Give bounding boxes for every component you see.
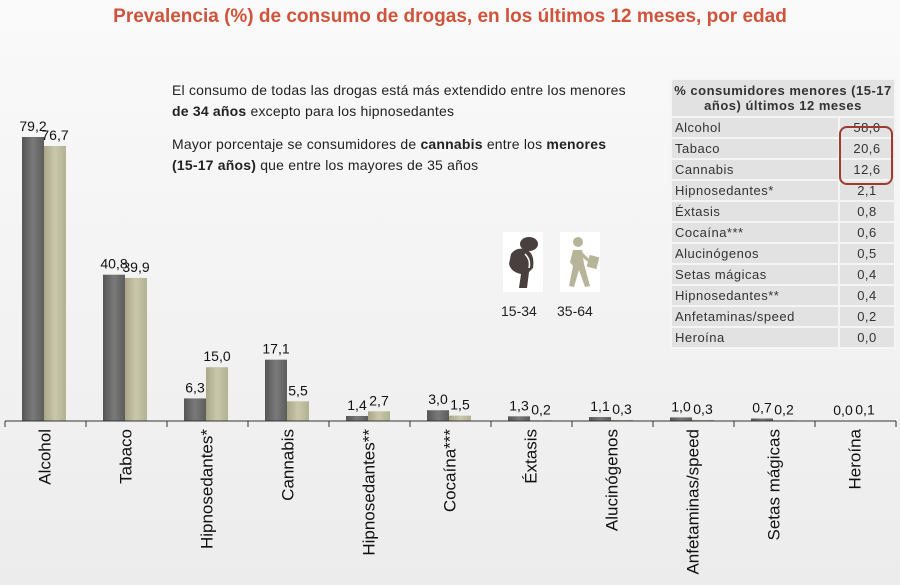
bar-35-64: [449, 415, 471, 421]
data-label: 0,7: [752, 399, 772, 415]
data-label: 0,2: [774, 401, 794, 417]
bar-35-64: [692, 419, 714, 421]
bar-15-34: [22, 137, 44, 421]
data-label: 1,3: [509, 397, 529, 413]
table-row: Setas mágicas 0,4: [670, 263, 896, 286]
category-label: Alucinógenos: [603, 429, 622, 531]
category-label: Hipnosedantes*: [198, 429, 217, 549]
data-label: 1,4: [347, 397, 367, 413]
note-text: Mayor porcentaje se consumidores de: [172, 136, 421, 152]
data-label: 40,8: [100, 256, 127, 272]
table-header: % consumidores menores (15-17 años) últi…: [670, 78, 896, 118]
bar-15-34: [427, 410, 449, 421]
table-label: Éxtasis: [670, 200, 840, 223]
note-text: El consumo de todas las drogas está más …: [172, 82, 626, 98]
table-label: Setas mágicas: [670, 263, 840, 286]
highlight-box: [839, 126, 893, 185]
table-label: Anfetaminas/speed: [670, 305, 840, 328]
table-label: Cannabis: [670, 158, 840, 181]
data-label: 1,5: [450, 397, 470, 413]
data-label: 79,2: [19, 118, 46, 134]
bar-15-34: [751, 418, 773, 421]
category-label: Heroína: [846, 428, 865, 489]
note-2: Mayor porcentaje se consumidores de cann…: [172, 134, 632, 176]
table-row: Anfetaminas/speed 0,2: [670, 305, 896, 328]
category-label: Setas mágicas: [765, 429, 784, 541]
table-row: Hipnosedantes** 0,4: [670, 284, 896, 307]
data-label: 5,5: [288, 382, 308, 398]
table-label: Cocaína***: [670, 221, 840, 244]
note-bold: cannabis: [420, 136, 483, 152]
chart-title: Prevalencia (%) de consumo de drogas, en…: [113, 6, 787, 27]
note-text: excepto para los hipnosedantes: [246, 103, 455, 119]
table-label: Heroína: [670, 326, 840, 349]
bar-35-64: [206, 367, 228, 421]
category-label: Cocaína***: [441, 429, 460, 513]
bar-35-64: [287, 401, 309, 421]
category-label: Éxtasis: [522, 429, 541, 484]
data-label: 1,1: [590, 398, 610, 414]
note-text: que entre los mayores de 35 años: [256, 157, 479, 173]
legend-label-35-64: 35-64: [557, 303, 593, 319]
data-label: 6,3: [185, 379, 205, 395]
data-label: 15,0: [203, 348, 230, 364]
note-bold: de 34 años: [172, 103, 247, 119]
bar-15-34: [103, 274, 125, 421]
category-label: Cannabis: [279, 429, 298, 501]
table-label: Tabaco: [670, 137, 840, 160]
category-label: Tabaco: [117, 429, 136, 484]
table-label: Hipnosedantes*: [670, 179, 840, 202]
table-row: Heroína 0,0: [670, 326, 896, 349]
table-value: 0,4: [838, 263, 896, 286]
note-text: entre los: [482, 136, 547, 152]
data-label: 0,3: [612, 401, 632, 417]
data-label: 2,7: [369, 392, 389, 408]
minors-table: % consumidores menores (15-17 años) últi…: [670, 78, 896, 349]
table-label: Alcohol: [670, 116, 840, 139]
table-row: Alucinógenos 0,5: [670, 242, 896, 265]
bar-15-34: [508, 416, 530, 421]
data-label: 76,7: [41, 127, 68, 143]
table-value: 0,2: [838, 305, 896, 328]
table-value: 0,4: [838, 284, 896, 307]
bar-15-34: [346, 415, 368, 421]
table-row: Hipnosedantes* 2,1: [670, 179, 896, 202]
table-value: 0,0: [838, 326, 896, 349]
data-label: 1,0: [671, 398, 691, 414]
data-label: 0,0: [833, 402, 853, 418]
table-row: Cocaína*** 0,6: [670, 221, 896, 244]
table-label: Alucinógenos: [670, 242, 840, 265]
note-bold: menores (15-17 años): [172, 136, 607, 173]
table-value: 20,6: [838, 137, 896, 160]
legend-label-15-34: 15-34: [501, 303, 537, 319]
data-label: 17,1: [262, 341, 289, 357]
table-row: Tabaco 20,6: [670, 137, 896, 160]
data-label: 0,2: [531, 401, 551, 417]
category-label: Anfetaminas/speed: [684, 429, 703, 575]
bar-35-64: [368, 411, 390, 421]
bar-15-34: [265, 359, 287, 421]
bar-15-34: [184, 398, 206, 421]
bar-15-34: [589, 417, 611, 421]
data-label: 0,1: [855, 402, 875, 418]
bar-15-34: [670, 417, 692, 421]
table-value: 0,6: [838, 221, 896, 244]
table-value: 0,5: [838, 242, 896, 265]
backpack-person-icon: [503, 232, 543, 292]
note-1: El consumo de todas las drogas está más …: [172, 80, 632, 122]
table-row: Éxtasis 0,8: [670, 200, 896, 223]
bar-35-64: [611, 419, 633, 421]
table-value: 0,8: [838, 200, 896, 223]
walking-person-briefcase-icon: [560, 232, 600, 292]
category-label: Hipnosedantes**: [360, 429, 379, 556]
data-label: 39,9: [122, 259, 149, 275]
data-label: 3,0: [428, 391, 448, 407]
category-label: Alcohol: [36, 429, 55, 485]
table-label: Hipnosedantes**: [670, 284, 840, 307]
bar-35-64: [125, 277, 147, 421]
table-row: Alcohol 58,0: [670, 116, 896, 139]
data-label: 0,3: [693, 401, 713, 417]
bar-35-64: [44, 145, 66, 421]
